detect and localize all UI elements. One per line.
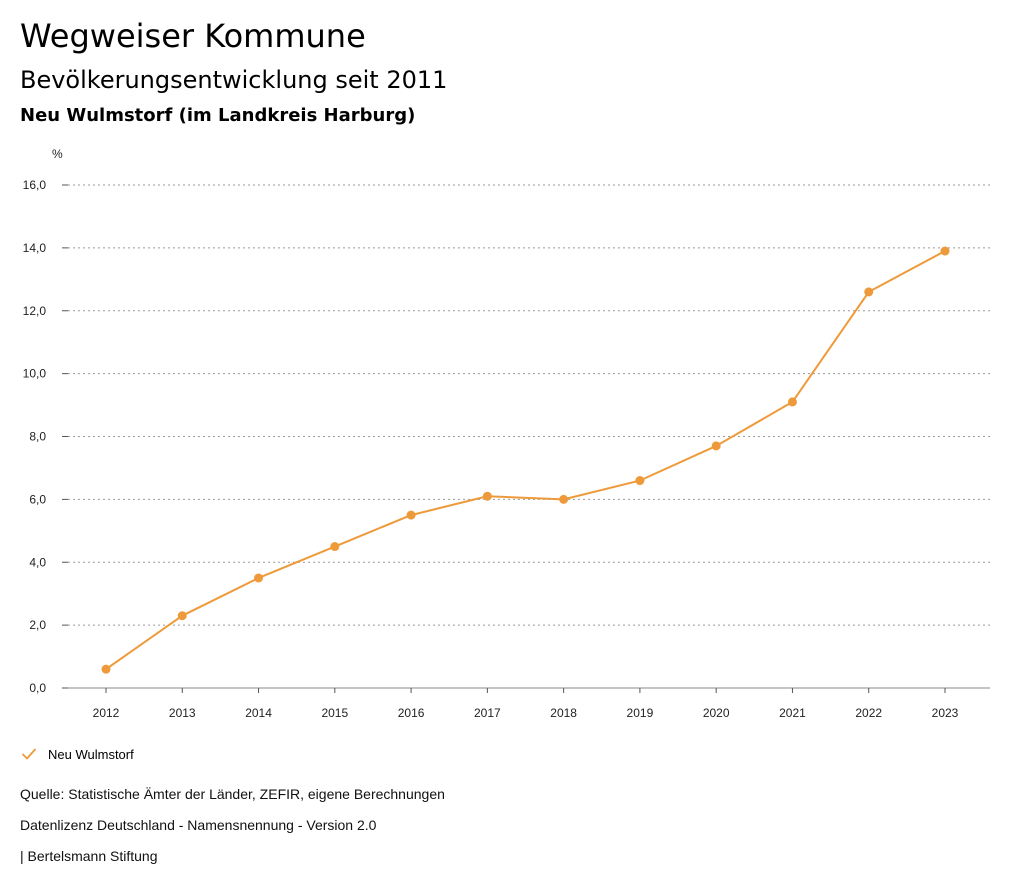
y-tick-label: 2,0 (29, 618, 46, 632)
x-tick-label: 2015 (321, 706, 348, 720)
chart-title: Wegweiser Kommune (20, 17, 366, 55)
line-chart: % 0,0 2,0 4,0 6,0 8,0 10,0 12,0 14,0 16,0 2012 2013… (23, 147, 990, 720)
y-tick-label: 8,0 (29, 430, 46, 444)
x-tick-label: 2023 (932, 706, 959, 720)
region-label: Neu Wulmstorf (im Landkreis Harburg) (20, 105, 416, 126)
data-point (635, 476, 645, 486)
x-tick-label: 2019 (627, 706, 654, 720)
data-point (406, 510, 416, 520)
y-tick-label: 10,0 (23, 367, 47, 381)
legend-item-label: Neu Wulmstorf (48, 746, 134, 762)
x-tick-label: 2022 (855, 706, 882, 720)
legend[interactable]: Neu Wulmstorf (20, 744, 134, 764)
y-tick-label: 14,0 (23, 241, 47, 255)
data-point (482, 491, 492, 501)
publisher-note: | Bertelsmann Stiftung (20, 848, 158, 864)
x-tick-label: 2016 (398, 706, 425, 720)
data-point (101, 664, 111, 674)
checkmark-icon (22, 748, 36, 760)
x-tick-label: 2018 (550, 706, 577, 720)
y-tick-label: 16,0 (23, 178, 47, 192)
data-point (940, 246, 950, 256)
data-point (559, 494, 569, 504)
series-line (105, 250, 946, 670)
data-point (864, 287, 874, 297)
data-point (711, 441, 721, 451)
y-tick-label: 12,0 (23, 304, 47, 318)
x-tick-label: 2017 (474, 706, 501, 720)
y-tick-label: 6,0 (29, 492, 46, 506)
y-tick-label: 4,0 (29, 555, 46, 569)
source-note: Quelle: Statistische Ämter der Länder, Z… (20, 786, 445, 802)
x-tick-label: 2020 (703, 706, 730, 720)
chart-subtitle: Bevölkerungsentwicklung seit 2011 (20, 66, 448, 94)
y-axis-unit-label: % (52, 147, 63, 161)
data-point (330, 542, 340, 552)
data-point (787, 397, 797, 407)
x-tick-label: 2021 (779, 706, 806, 720)
x-tick-label: 2013 (169, 706, 196, 720)
x-tick-label: 2014 (245, 706, 272, 720)
license-note: Datenlizenz Deutschland - Namensnennung … (20, 817, 377, 833)
data-point (254, 573, 264, 583)
x-tick-label: 2012 (93, 706, 120, 720)
data-point (177, 611, 187, 621)
y-tick-label: 0,0 (29, 681, 46, 695)
